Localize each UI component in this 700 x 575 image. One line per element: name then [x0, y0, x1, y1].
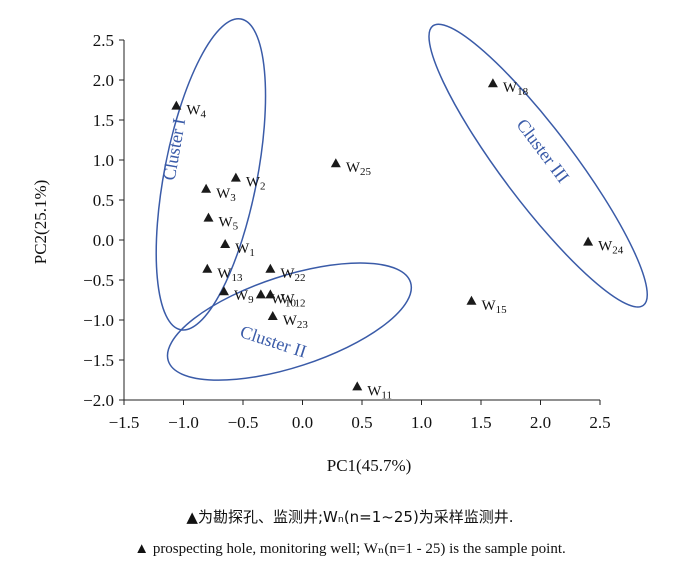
data-points: W1 W2 W3 W4 W5 W9 W10 W11 W12 W13 W15 W18 W22 W23 W24 W… [171, 78, 624, 401]
point-label: W11 [367, 383, 392, 401]
cluster-ellipse [166, 262, 413, 381]
x-tick-label: 0.0 [292, 413, 313, 432]
point-label: W24 [598, 239, 624, 257]
triangle-marker-icon [265, 263, 276, 273]
x-tick-label: 1.5 [470, 413, 491, 432]
point-label: W18 [503, 80, 529, 98]
triangle-marker-icon [203, 212, 214, 222]
data-point: W15 [466, 295, 507, 316]
data-point: W25 [330, 158, 372, 178]
triangle-marker-icon [265, 289, 276, 299]
y-tick-label: −2.0 [83, 391, 114, 410]
triangle-marker-icon [218, 286, 229, 296]
data-point: W9 [218, 286, 254, 306]
data-point: W13 [202, 263, 243, 284]
data-point: W22 [265, 263, 306, 284]
triangle-marker-icon [220, 239, 231, 248]
data-point: W11 [352, 381, 392, 401]
y-tick-label: −1.5 [83, 351, 114, 370]
point-label: W10 [271, 291, 297, 309]
data-point: W23 [267, 311, 309, 331]
data-point: W3 [201, 183, 236, 204]
caption-chinese: ▲为勘探孔、监测井;Wₙ(n=1~25)为采样监测井. [186, 508, 514, 526]
data-point: W24 [583, 236, 624, 257]
y-tick-label: 1.5 [93, 111, 114, 130]
point-label: W25 [346, 160, 372, 178]
x-tick-label: −1.0 [168, 413, 199, 432]
triangle-marker-icon [202, 263, 213, 273]
triangle-marker-icon [487, 78, 498, 88]
point-label: W12 [280, 291, 305, 309]
x-axis-label: PC1(45.7%) [327, 456, 412, 475]
point-label: W15 [481, 298, 507, 316]
triangle-marker-icon [466, 295, 477, 305]
data-point: W1 [220, 239, 255, 259]
triangle-marker-icon [201, 183, 212, 193]
data-point: W5 [203, 212, 239, 233]
x-tick-label: 0.5 [351, 413, 372, 432]
y-tick-label: 1.0 [93, 151, 114, 170]
triangle-marker-icon [171, 100, 182, 110]
x-tick-label: 1.0 [411, 413, 432, 432]
y-tick-label: −0.5 [83, 271, 114, 290]
cluster-label: Cluster III [513, 115, 574, 187]
cluster-label: Cluster I [159, 117, 190, 182]
data-point: W10 [255, 289, 297, 309]
point-label: W2 [246, 175, 266, 193]
x-tick-label: −1.5 [109, 413, 140, 432]
cluster-1: Cluster I [155, 18, 267, 331]
data-point: W18 [487, 78, 529, 98]
point-label: W1 [235, 241, 255, 259]
x-tick-label: −0.5 [228, 413, 259, 432]
x-tick-label: 2.0 [530, 413, 551, 432]
y-tick-label: 2.0 [93, 71, 114, 90]
triangle-marker-icon [267, 311, 278, 320]
x-tick-label: 2.5 [589, 413, 610, 432]
point-label: W23 [283, 313, 309, 331]
y-tick-label: 0.5 [93, 191, 114, 210]
y-tick-label: 0.0 [93, 231, 114, 250]
triangle-marker-icon [352, 381, 363, 391]
caption-english: ▲ prospecting hole, monitoring well; Wₙ(… [134, 541, 566, 557]
triangle-marker-icon [583, 236, 594, 246]
point-label: W4 [186, 103, 206, 121]
triangle-marker-icon [230, 172, 241, 182]
cluster-ellipse [428, 23, 649, 308]
y-tick-label: 2.5 [93, 31, 114, 50]
point-label: W22 [280, 266, 305, 284]
point-label: W13 [217, 266, 243, 284]
cluster-ellipse [155, 18, 267, 331]
cluster-3: Cluster III [428, 23, 649, 308]
point-label: W9 [234, 288, 254, 306]
triangle-marker-icon [330, 158, 341, 168]
y-tick-label: −1.0 [83, 311, 114, 330]
data-point: W12 [265, 289, 306, 309]
axes: −2.0 −1.5 −1.0 −0.5 0.0 0.5 1.0 1.5 2.0 2.5 −1.5 −1… [83, 31, 610, 432]
data-point: W2 [230, 172, 266, 193]
triangle-marker-icon [255, 289, 266, 299]
point-label: W5 [218, 215, 238, 233]
y-axis-label: PC2(25.1%) [31, 180, 50, 265]
point-label: W3 [216, 186, 236, 204]
data-point: W4 [171, 100, 207, 121]
